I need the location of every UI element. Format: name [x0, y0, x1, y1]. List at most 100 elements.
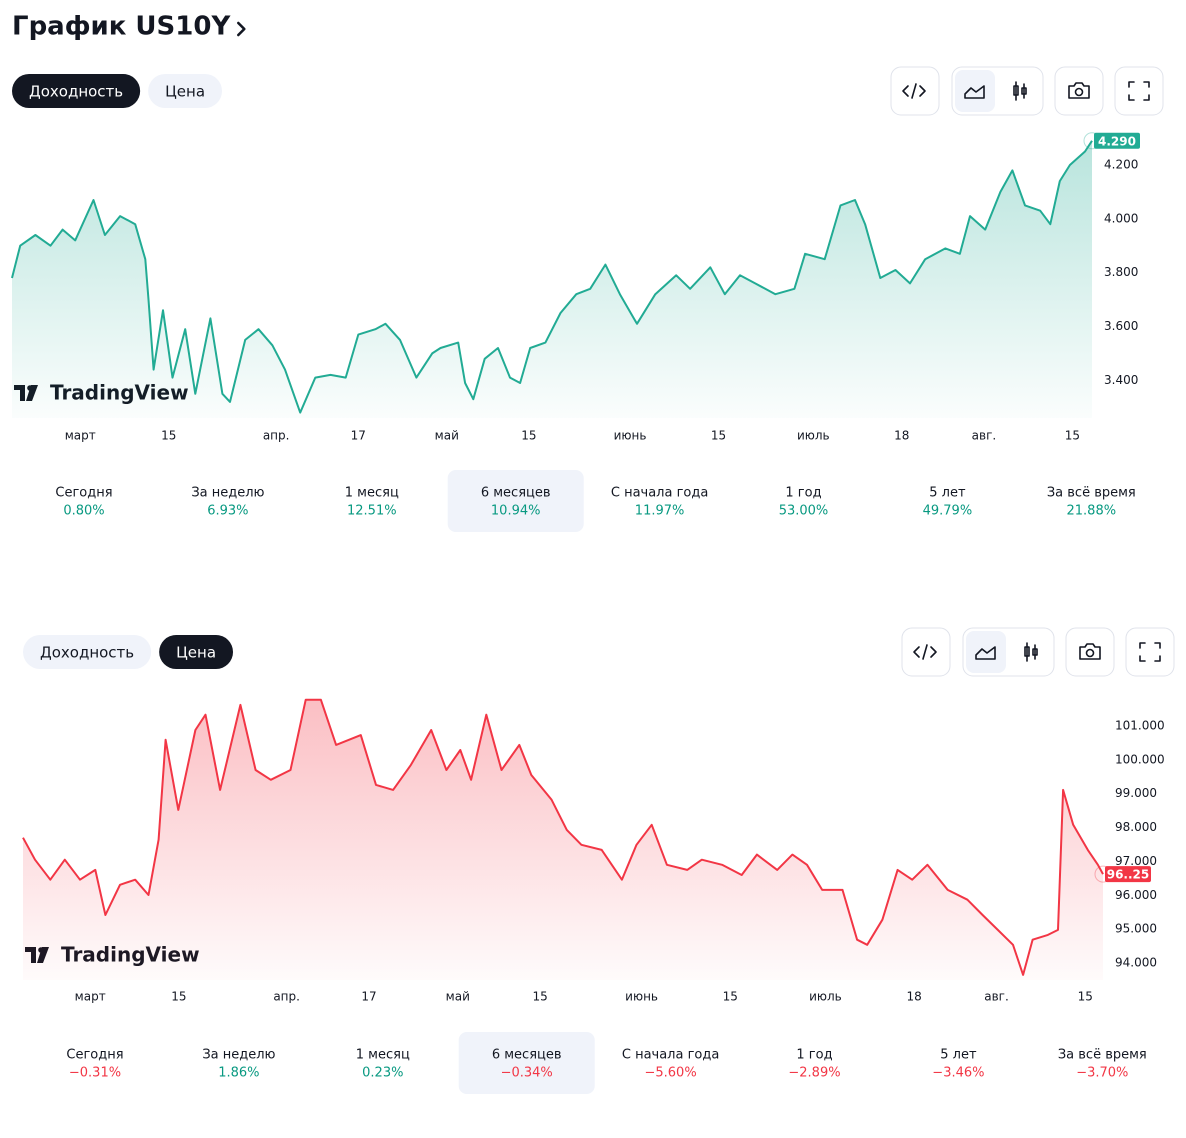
- y-tick-label: 3.800: [1104, 265, 1138, 279]
- period-change[interactable]: −0.34%: [501, 1066, 553, 1081]
- x-tick-label: июнь: [614, 429, 647, 443]
- x-tick-label: 15: [533, 990, 548, 1004]
- page-title[interactable]: График US10Y: [12, 12, 231, 42]
- period-change[interactable]: 10.94%: [491, 504, 541, 519]
- y-tick-label: 95.000: [1115, 922, 1157, 936]
- x-tick-label: 15: [723, 990, 738, 1004]
- embed-icon[interactable]: [913, 644, 937, 660]
- last-value-badge: [1105, 866, 1151, 883]
- period-name[interactable]: 5 лет: [940, 1048, 977, 1063]
- period-selected-bg[interactable]: [447, 470, 584, 532]
- period-change[interactable]: −2.89%: [788, 1066, 840, 1081]
- x-tick-label: 17: [351, 429, 366, 443]
- title-chevron[interactable]: [236, 21, 246, 37]
- period-change[interactable]: −0.31%: [69, 1066, 121, 1081]
- period-selected-bg[interactable]: [458, 1032, 595, 1094]
- period-name[interactable]: Сегодня: [66, 1048, 123, 1063]
- period-name[interactable]: За всё время: [1058, 1048, 1147, 1063]
- period-name[interactable]: 1 месяц: [345, 486, 399, 501]
- y-tick-label: 3.600: [1104, 319, 1138, 333]
- x-tick-label: май: [435, 429, 459, 443]
- last-value-label: 96..25: [1107, 868, 1150, 882]
- period-change[interactable]: 53.00%: [779, 504, 829, 519]
- last-value-badge: [1094, 132, 1140, 149]
- x-tick-label: июль: [797, 429, 830, 443]
- price-line: [22, 698, 1104, 976]
- period-change[interactable]: 6.93%: [207, 504, 248, 519]
- y-tick-label: 99.000: [1115, 786, 1157, 800]
- area-fill: [12, 140, 1092, 419]
- y-tick-label: 3.400: [1104, 373, 1138, 387]
- x-tick-label: 15: [711, 429, 726, 443]
- camera-icon[interactable]: [1079, 643, 1101, 660]
- x-tick-label: апр.: [263, 429, 290, 443]
- x-tick-label: 15: [171, 990, 186, 1004]
- candle-icon[interactable]: [1013, 81, 1027, 101]
- camera-lens[interactable]: [1085, 648, 1095, 658]
- x-tick-label: 15: [521, 429, 536, 443]
- period-name[interactable]: С начала года: [622, 1048, 719, 1063]
- period-name[interactable]: С начала года: [611, 486, 708, 501]
- x-tick-label: авг.: [972, 429, 997, 443]
- toolbar-button[interactable]: [901, 627, 951, 677]
- x-tick-label: 18: [906, 990, 921, 1004]
- tab-pill[interactable]: [159, 635, 234, 669]
- period-change[interactable]: 12.51%: [347, 504, 397, 519]
- period-name[interactable]: 1 год: [785, 486, 821, 501]
- tab-label[interactable]: Цена: [165, 83, 205, 101]
- toolbar-button[interactable]: [1065, 627, 1115, 677]
- area-icon[interactable]: [975, 646, 996, 660]
- x-tick-label: 17: [361, 990, 376, 1004]
- embed-icon[interactable]: [902, 83, 926, 99]
- period-change[interactable]: 11.97%: [635, 504, 685, 519]
- x-tick-label: 18: [894, 429, 909, 443]
- x-tick-label: 15: [1065, 429, 1080, 443]
- x-tick-label: 15: [1078, 990, 1093, 1004]
- toolbar-button[interactable]: [1125, 627, 1175, 677]
- fullscreen-icon[interactable]: [1139, 642, 1161, 662]
- period-change[interactable]: −3.46%: [932, 1066, 984, 1081]
- period-change[interactable]: −3.70%: [1076, 1066, 1128, 1081]
- y-tick-label: 100.000: [1115, 752, 1165, 766]
- period-change[interactable]: 21.88%: [1067, 504, 1117, 519]
- period-change[interactable]: −5.60%: [644, 1066, 696, 1081]
- period-change[interactable]: 0.80%: [63, 504, 104, 519]
- camera-lens[interactable]: [1074, 87, 1084, 97]
- period-name[interactable]: За неделю: [191, 486, 264, 501]
- period-name[interactable]: 1 месяц: [356, 1048, 410, 1063]
- period-name[interactable]: За всё время: [1047, 486, 1136, 501]
- period-name[interactable]: 6 месяцев: [492, 1048, 562, 1063]
- x-tick-label: авг.: [984, 990, 1009, 1004]
- last-value-label: 4.290: [1098, 134, 1136, 148]
- toolbar-button[interactable]: [1114, 66, 1164, 116]
- toolbar-button[interactable]: [890, 66, 940, 116]
- tab-label[interactable]: Доходность: [29, 83, 123, 101]
- tab-pill[interactable]: [148, 74, 223, 108]
- period-name[interactable]: Сегодня: [55, 486, 112, 501]
- camera-icon[interactable]: [1068, 82, 1090, 99]
- candle-icon[interactable]: [1024, 642, 1038, 662]
- tab-label[interactable]: Цена: [176, 644, 216, 662]
- y-tick-label: 101.000: [1115, 718, 1165, 732]
- period-change[interactable]: 49.79%: [923, 504, 973, 519]
- y-tick-label: 4.200: [1104, 157, 1138, 171]
- x-tick-label: май: [446, 990, 470, 1004]
- period-name[interactable]: За неделю: [202, 1048, 275, 1063]
- area-fill: [23, 699, 1103, 980]
- x-tick-label: апр.: [273, 990, 300, 1004]
- fullscreen-icon[interactable]: [1128, 81, 1150, 101]
- period-change[interactable]: 0.23%: [362, 1066, 403, 1081]
- period-change[interactable]: 1.86%: [218, 1066, 259, 1081]
- tab-pill[interactable]: [23, 635, 152, 669]
- y-tick-label: 96.000: [1115, 888, 1157, 902]
- x-tick-label: март: [65, 429, 96, 443]
- toolbar-button[interactable]: [1054, 66, 1104, 116]
- x-tick-label: март: [75, 990, 106, 1004]
- period-name[interactable]: 6 месяцев: [481, 486, 551, 501]
- tab-pill[interactable]: [12, 74, 141, 108]
- period-name[interactable]: 5 лет: [929, 486, 966, 501]
- period-name[interactable]: 1 год: [796, 1048, 832, 1063]
- tab-label[interactable]: Доходность: [40, 644, 134, 662]
- area-icon[interactable]: [964, 85, 985, 99]
